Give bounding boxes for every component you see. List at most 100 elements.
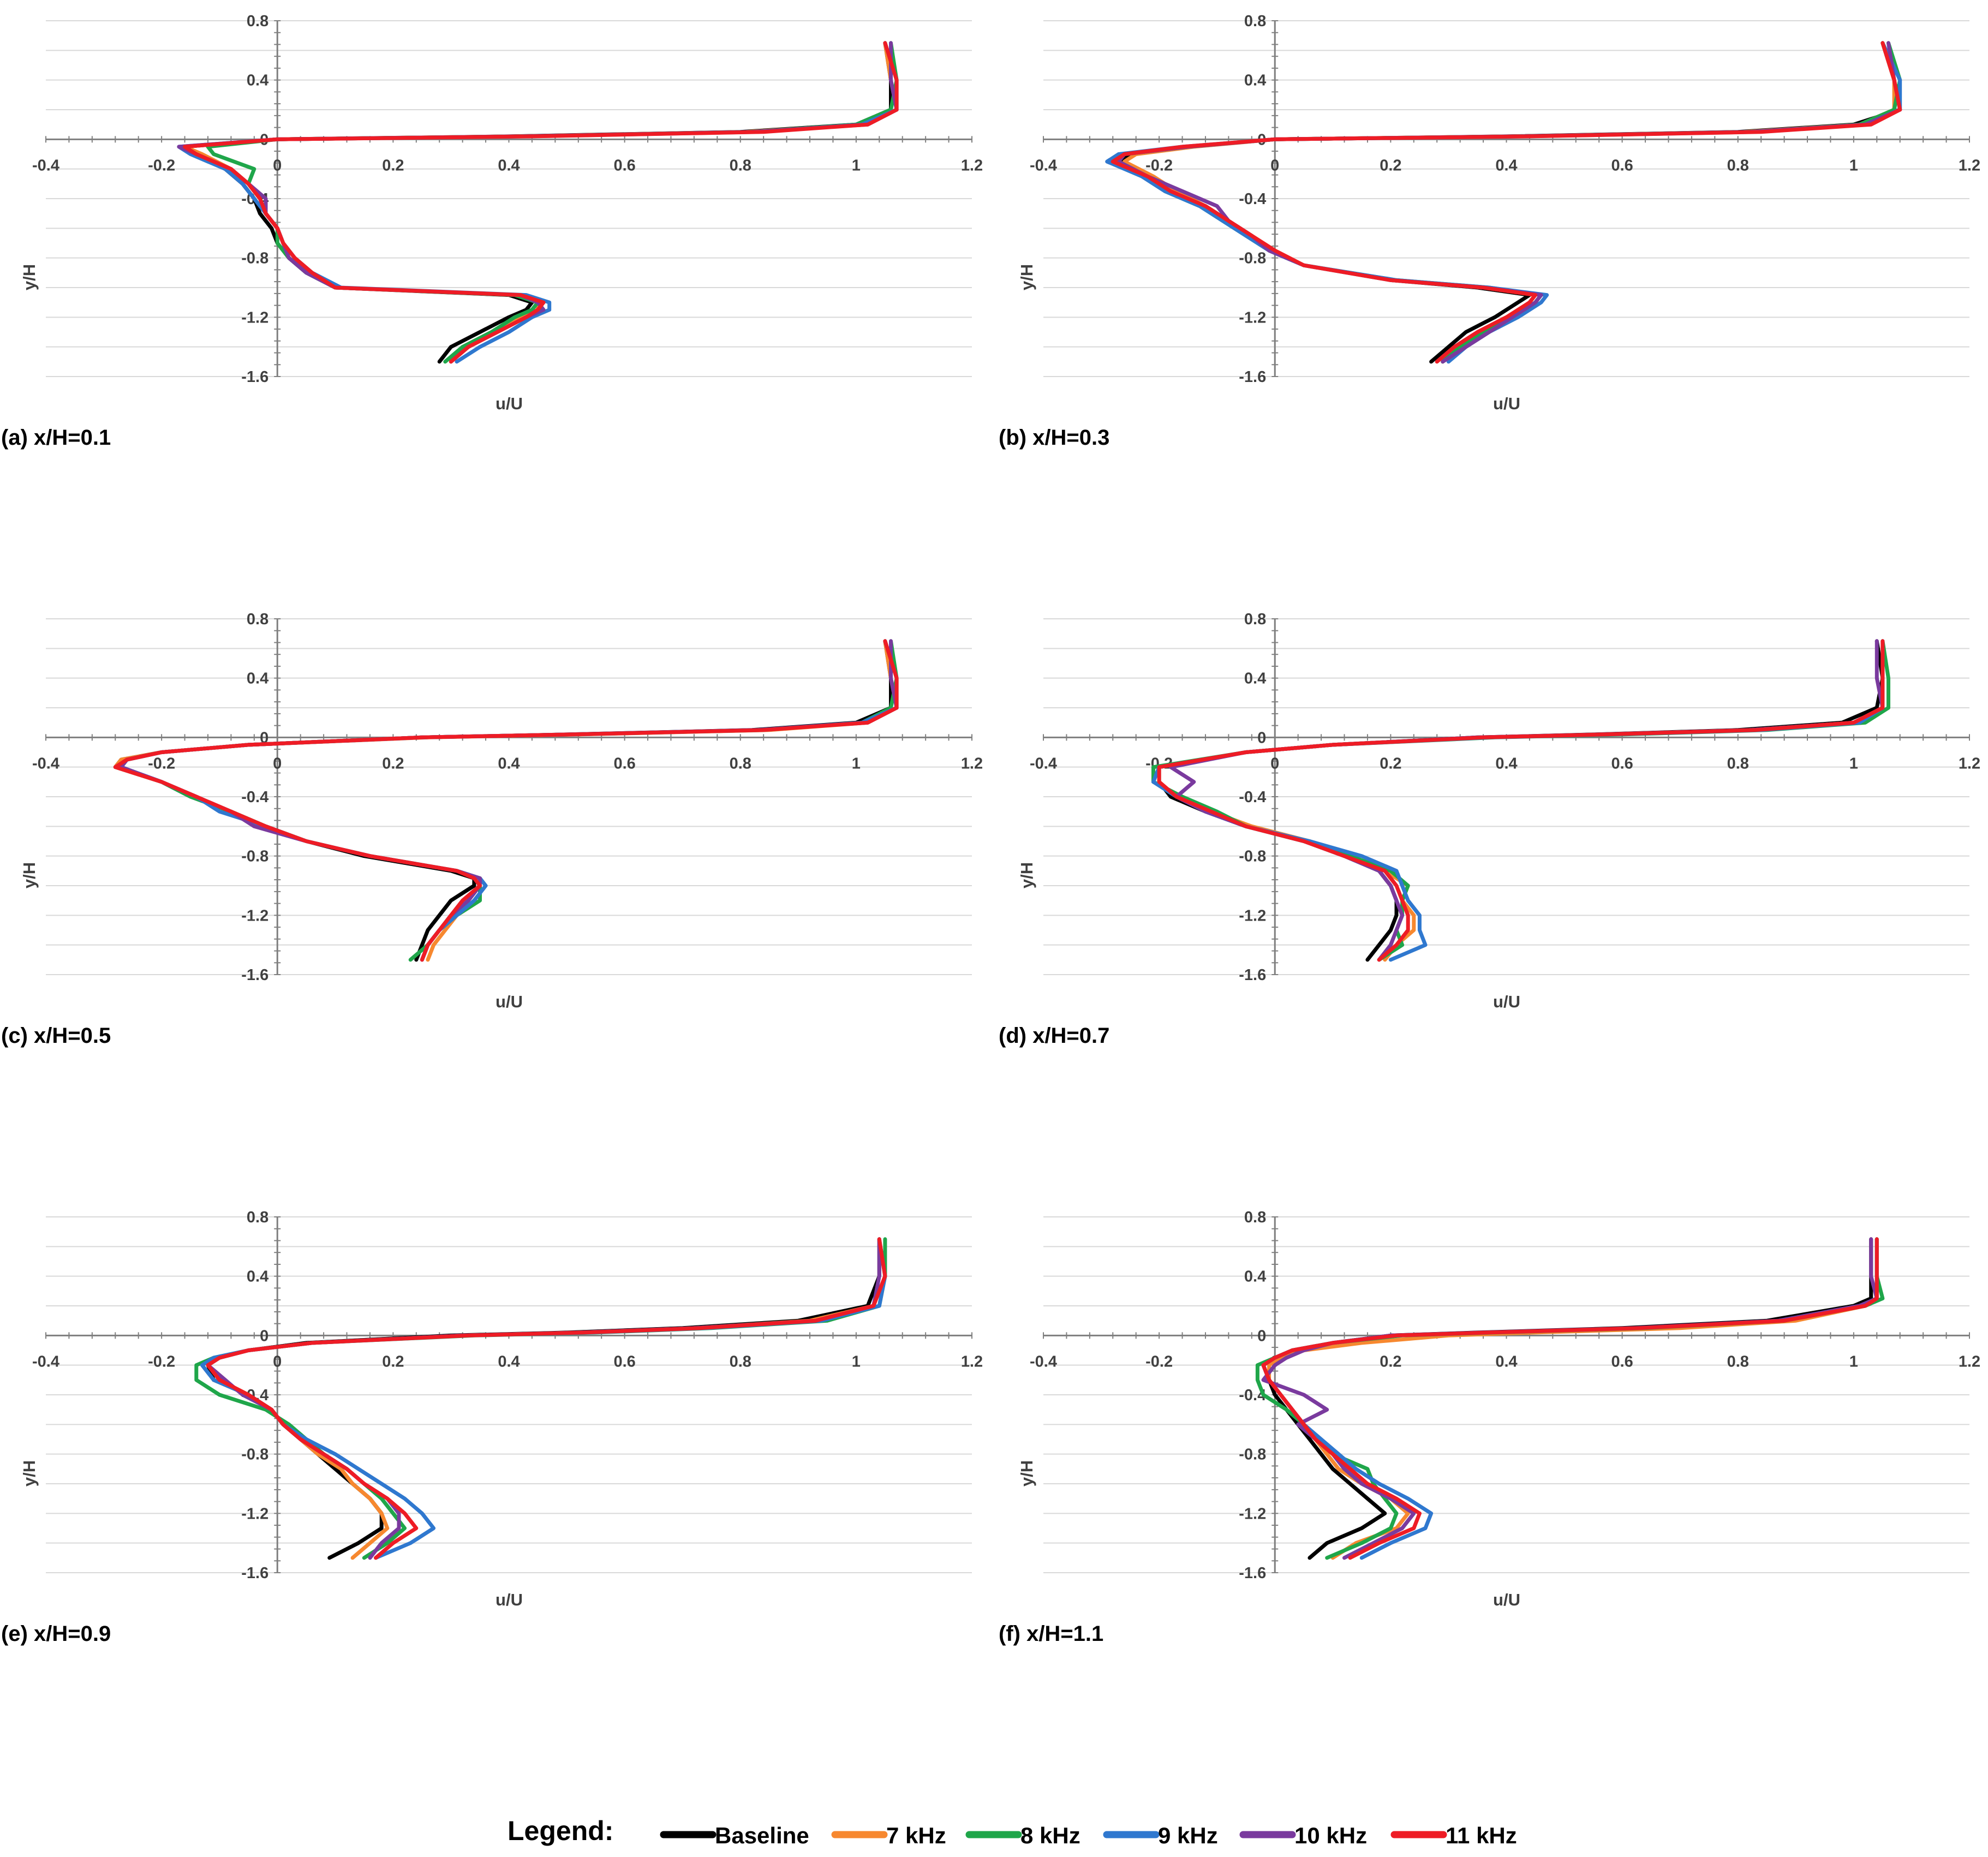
y-tick-label: -1.2 [241, 309, 268, 326]
y-tick-label: -0.8 [241, 848, 268, 865]
x-tick-label: 1.2 [961, 157, 983, 174]
x-tick-label: 1 [1849, 157, 1858, 174]
series-line-baseline [1261, 1237, 1873, 1560]
y-tick-label: 0.8 [1244, 1209, 1266, 1226]
y-tick-label: -0.8 [1239, 1446, 1266, 1464]
x-axis-title: u/U [1493, 1590, 1520, 1609]
x-tick-label: -0.4 [32, 157, 59, 174]
x-tick-label: 0 [1270, 755, 1279, 772]
y-tick-label: -1.6 [1239, 966, 1266, 984]
x-tick-label: 0 [1270, 157, 1279, 174]
series-line-10-khz [177, 41, 899, 364]
legend: Legend: Baseline 7 kHz 8 kHz 9 kHz 10 kHz 11 … [508, 1816, 1517, 1848]
y-tick-label: -1.6 [241, 1565, 268, 1582]
x-tick-label: 0.4 [498, 157, 520, 174]
y-axis-title: y/H [20, 1460, 39, 1486]
series-line-8-khz [206, 41, 899, 364]
x-axis-title: u/U [1493, 394, 1520, 413]
series-line-9-khz [119, 639, 899, 962]
y-tick-label: -0.4 [1239, 190, 1266, 208]
x-tick-label: 1 [1849, 755, 1858, 772]
x-tick-label: 0.8 [730, 1353, 751, 1370]
series-line-9-khz [200, 1237, 887, 1560]
y-tick-label: 0.4 [247, 1268, 268, 1286]
x-tick-label: 0.2 [382, 755, 404, 772]
y-tick-label: -1.2 [1239, 907, 1266, 924]
x-axis-title: u/U [495, 992, 523, 1011]
y-tick-label: 0.4 [247, 72, 268, 89]
legend-label: Baseline [715, 1823, 809, 1848]
x-tick-label: -0.2 [1145, 157, 1173, 174]
x-tick-label: -0.2 [148, 1353, 175, 1370]
panel-caption: (d) x/H=0.7 [999, 1024, 1109, 1048]
y-tick-label: 0.8 [247, 611, 268, 628]
x-axis-title: u/U [495, 1590, 523, 1609]
panel-caption: (a) x/H=0.1 [1, 426, 111, 450]
y-tick-label: 0 [1257, 1327, 1266, 1345]
x-tick-label: 0.2 [382, 157, 404, 174]
x-axis-title: u/U [1493, 992, 1520, 1011]
y-tick-label: -1.6 [1239, 1565, 1266, 1582]
y-tick-label: -1.2 [241, 907, 268, 924]
x-tick-label: -0.2 [148, 157, 175, 174]
x-tick-label: 0.4 [1495, 755, 1517, 772]
series-line-8-khz [119, 639, 899, 962]
series-line-11-khz [113, 639, 899, 962]
series-line-11-khz [1111, 41, 1902, 364]
x-tick-label: -0.4 [32, 755, 59, 772]
legend-label: 9 kHz [1158, 1823, 1218, 1848]
panel-b: -0.4 -0.2 0 0.2 0.4 0.6 0.8 1 1.20.80.40-0.4-0.8… [999, 13, 1980, 450]
series-line-11-khz [206, 1237, 887, 1560]
x-tick-label: 1.2 [961, 755, 983, 772]
y-tick-label: 0.4 [247, 670, 268, 688]
x-tick-label: -0.2 [1145, 1353, 1173, 1370]
y-tick-label: -0.4 [241, 789, 268, 806]
x-tick-label: 0.6 [1611, 1353, 1633, 1370]
y-tick-label: 0.4 [1244, 1268, 1266, 1286]
y-tick-label: -0.8 [1239, 250, 1266, 267]
y-axis-title: y/H [20, 264, 39, 290]
x-tick-label: 0.6 [1611, 755, 1633, 772]
y-tick-label: 0.8 [247, 1209, 268, 1226]
y-tick-label: 0.8 [1244, 13, 1266, 30]
x-tick-label: 0 [273, 755, 282, 772]
x-tick-label: -0.4 [1030, 1353, 1057, 1370]
x-tick-label: 0.6 [1611, 157, 1633, 174]
x-tick-label: 0.8 [1727, 755, 1749, 772]
x-tick-label: 0.2 [1380, 755, 1401, 772]
panel-e: -0.4 -0.2 0 0.2 0.4 0.6 0.8 1 1.20.80.40-0.4-0.8… [1, 1209, 983, 1646]
y-tick-label: -0.8 [1239, 848, 1266, 865]
y-tick-label: 0 [1257, 729, 1266, 747]
panel-caption: (b) x/H=0.3 [999, 426, 1109, 450]
y-tick-label: -1.2 [1239, 309, 1266, 326]
x-tick-label: 0 [273, 157, 282, 174]
y-tick-label: -0.4 [1239, 789, 1266, 806]
x-tick-label: 0.8 [730, 755, 751, 772]
x-tick-label: 0.4 [1495, 157, 1517, 174]
legend-label: 10 kHz [1294, 1823, 1367, 1848]
x-tick-label: 0.4 [1495, 1353, 1517, 1370]
y-tick-label: -1.2 [241, 1505, 268, 1522]
panel-f: -0.4 -0.2 0 0.2 0.4 0.6 0.8 1 1.20.80.40-0.4-0.8… [999, 1209, 1980, 1646]
legend-label: 11 kHz [1446, 1823, 1517, 1848]
series-line-baseline [206, 1237, 881, 1560]
series-line-10-khz [1168, 639, 1885, 962]
series-line-8-khz [194, 1237, 887, 1560]
x-tick-label: 0.8 [730, 157, 751, 174]
panel-caption: (e) x/H=0.9 [1, 1622, 111, 1646]
x-tick-label: 0.4 [498, 755, 520, 772]
x-tick-label: 0.2 [382, 1353, 404, 1370]
x-tick-label: -0.4 [32, 1353, 59, 1370]
legend-label: 8 kHz [1020, 1823, 1080, 1848]
x-tick-label: 0.6 [613, 755, 635, 772]
panel-caption: (f) x/H=1.1 [999, 1622, 1103, 1646]
series-line-baseline [113, 639, 893, 962]
x-tick-label: 1 [852, 1353, 861, 1370]
x-tick-label: 0.4 [498, 1353, 520, 1370]
x-tick-label: -0.2 [148, 755, 175, 772]
x-tick-label: 1.2 [1959, 157, 1980, 174]
y-tick-label: 0.8 [1244, 611, 1266, 628]
series-line-8-khz [1255, 1237, 1885, 1560]
y-tick-label: -1.2 [1239, 1505, 1266, 1522]
